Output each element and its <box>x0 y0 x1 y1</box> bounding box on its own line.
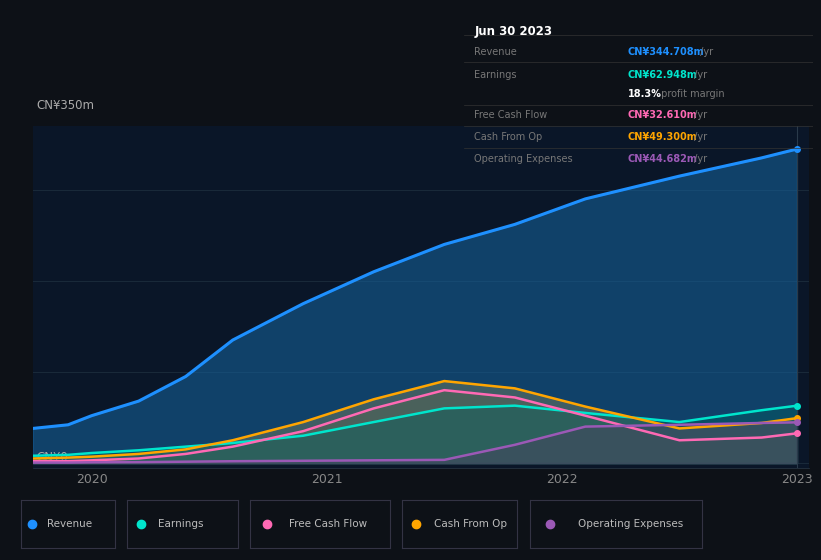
Text: /yr: /yr <box>690 110 707 119</box>
Text: CN¥49.300m: CN¥49.300m <box>628 132 698 142</box>
Text: CN¥44.682m: CN¥44.682m <box>628 154 698 164</box>
Text: /yr: /yr <box>690 154 707 164</box>
Text: Jun 30 2023: Jun 30 2023 <box>475 25 553 38</box>
Text: CN¥32.610m: CN¥32.610m <box>628 110 698 119</box>
Text: Free Cash Flow: Free Cash Flow <box>475 110 548 119</box>
Text: 18.3%: 18.3% <box>628 89 662 99</box>
Text: CN¥0: CN¥0 <box>37 451 68 464</box>
Text: Operating Expenses: Operating Expenses <box>475 154 573 164</box>
Text: CN¥350m: CN¥350m <box>37 99 94 113</box>
Text: /yr: /yr <box>690 69 707 80</box>
Text: Operating Expenses: Operating Expenses <box>578 519 683 529</box>
Text: CN¥344.708m: CN¥344.708m <box>628 47 704 57</box>
Text: Cash From Op: Cash From Op <box>434 519 507 529</box>
Text: Free Cash Flow: Free Cash Flow <box>290 519 368 529</box>
Text: Cash From Op: Cash From Op <box>475 132 543 142</box>
Text: CN¥62.948m: CN¥62.948m <box>628 69 698 80</box>
Text: Earnings: Earnings <box>158 519 204 529</box>
Text: /yr: /yr <box>697 47 713 57</box>
Text: profit margin: profit margin <box>658 89 724 99</box>
Text: Revenue: Revenue <box>475 47 517 57</box>
Text: Earnings: Earnings <box>475 69 517 80</box>
Text: Revenue: Revenue <box>47 519 92 529</box>
Text: /yr: /yr <box>690 132 707 142</box>
